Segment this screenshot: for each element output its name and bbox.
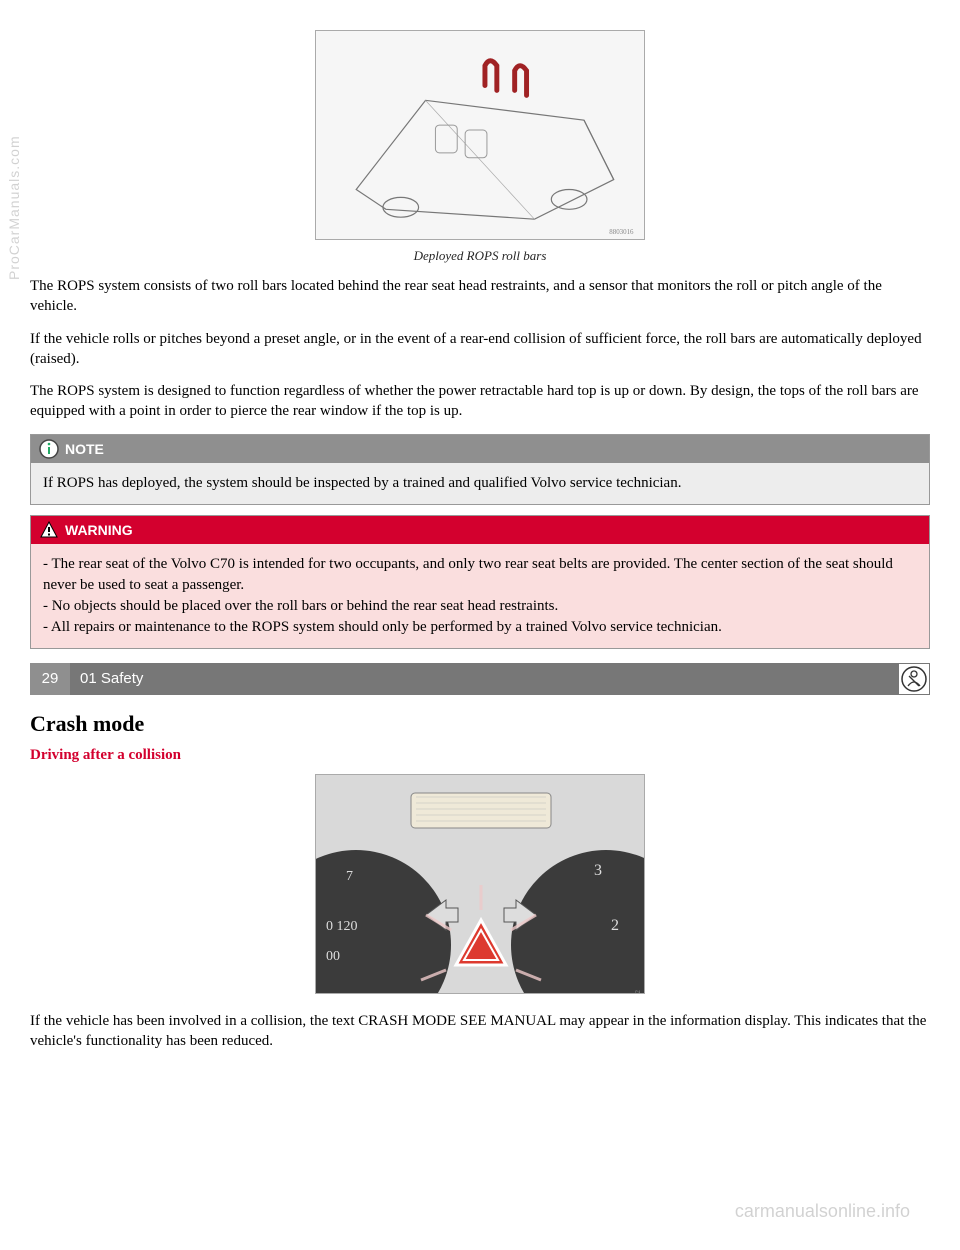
svg-text:7: 7 [346, 869, 353, 884]
crash-mode-body: If the vehicle has been involved in a co… [30, 1011, 930, 1052]
crash-mode-subheading: Driving after a collision [30, 747, 930, 764]
svg-text:3: 3 [594, 862, 602, 879]
svg-text:8803016: 8803016 [609, 229, 634, 236]
warning-line-2: - No objects should be placed over the r… [43, 596, 917, 617]
note-header: NOTE [31, 435, 929, 463]
warning-icon [39, 520, 59, 540]
para-rops-1: The ROPS system consists of two roll bar… [30, 276, 930, 317]
figure-dashboard-image: 7 0 120 00 3 2 [315, 774, 645, 994]
svg-text:00: 00 [326, 949, 340, 964]
footer-watermark: carmanualsonline.info [735, 1201, 910, 1222]
figure-dashboard: 7 0 120 00 3 2 [30, 774, 930, 999]
svg-text:G021822: G021822 [634, 989, 642, 993]
car-illustration: 8803016 [316, 31, 644, 239]
warning-label: WARNING [65, 522, 133, 538]
info-icon [39, 439, 59, 459]
figure-rops-caption: Deployed ROPS roll bars [30, 248, 930, 264]
warning-line-3: - All repairs or maintenance to the ROPS… [43, 617, 917, 638]
side-watermark: ProCarManuals.com [6, 135, 22, 280]
note-body: If ROPS has deployed, the system should … [31, 463, 929, 504]
para-rops-3: The ROPS system is designed to function … [30, 381, 930, 422]
page-wrap: ProCarManuals.com 8803016 Deplo [30, 30, 930, 1230]
para-rops-2: If the vehicle rolls or pitches beyond a… [30, 329, 930, 370]
crash-mode-heading: Crash mode [30, 711, 930, 737]
warning-header: WARNING [31, 516, 929, 544]
note-label: NOTE [65, 441, 104, 457]
svg-text:2: 2 [611, 917, 619, 934]
note-callout: NOTE If ROPS has deployed, the system sh… [30, 434, 930, 505]
chapter-title: 01 Safety [70, 663, 898, 695]
figure-rops-image: 8803016 [315, 30, 645, 240]
warning-callout: WARNING - The rear seat of the Volvo C70… [30, 515, 930, 649]
chapter-banner: 29 01 Safety [30, 663, 930, 695]
warning-body: - The rear seat of the Volvo C70 is inte… [31, 544, 929, 648]
warning-line-1: - The rear seat of the Volvo C70 is inte… [43, 554, 917, 596]
seatbelt-icon [898, 663, 930, 695]
svg-text:0 120: 0 120 [326, 919, 358, 934]
page-number: 29 [30, 663, 70, 695]
figure-rops: 8803016 Deployed ROPS roll bars [30, 30, 930, 264]
